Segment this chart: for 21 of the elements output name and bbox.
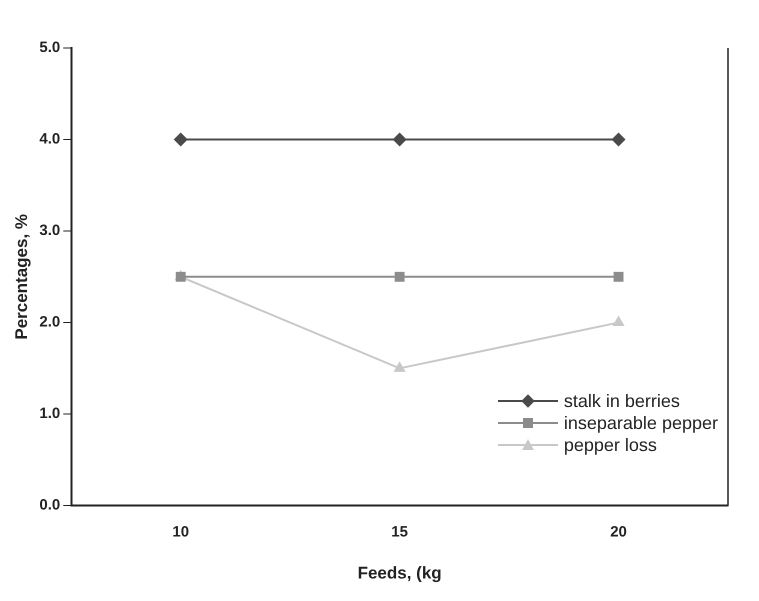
point — [394, 361, 406, 372]
legend-label: stalk in berries — [564, 390, 680, 412]
point — [392, 132, 407, 147]
y-tick-label: 4.0 — [39, 130, 60, 148]
x-tick-label: 10 — [172, 524, 190, 541]
y-tick-label: 1.0 — [39, 405, 60, 422]
point — [174, 132, 188, 147]
y-tick-label: 3.0 — [39, 222, 60, 240]
legend-label: inseparable pepper — [564, 412, 718, 434]
point — [614, 272, 624, 282]
x-tick-label: 15 — [391, 524, 408, 541]
y-tick-label: 2.0 — [39, 314, 60, 331]
point — [612, 132, 626, 147]
x-tick-label: 20 — [610, 524, 627, 541]
y-tick-label: 0.0 — [39, 496, 60, 514]
y-axis-title: Percentages, % — [12, 214, 31, 340]
legend-label: pepper loss — [564, 434, 657, 456]
point — [612, 316, 625, 326]
x-axis-title: Feeds, (kg — [358, 563, 442, 582]
point — [394, 272, 405, 282]
y-tick-label: 5.0 — [39, 39, 60, 56]
